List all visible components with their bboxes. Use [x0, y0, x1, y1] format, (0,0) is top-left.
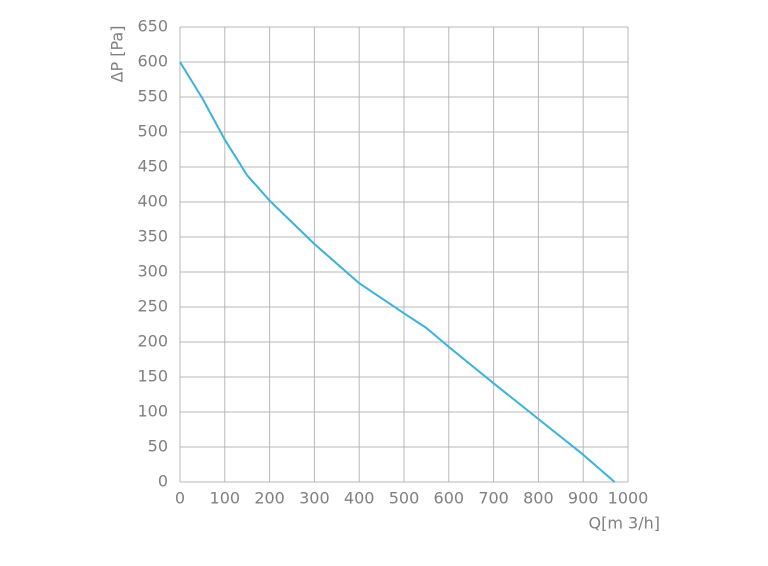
y-tick-label: 600: [137, 52, 168, 71]
x-tick-label: 600: [434, 489, 465, 508]
y-tick-label: 450: [137, 157, 168, 176]
y-tick-label: 400: [137, 192, 168, 211]
x-tick-label: 1000: [608, 489, 649, 508]
y-tick-label: 500: [137, 122, 168, 141]
y-tick-label: 100: [137, 402, 168, 421]
y-tick-label: 650: [137, 17, 168, 36]
y-tick-label: 150: [137, 367, 168, 386]
x-axis-label: Q[m 3/h]: [589, 514, 660, 533]
x-tick-label: 700: [478, 489, 509, 508]
y-tick-label: 300: [137, 262, 168, 281]
data-line: [179, 61, 616, 483]
y-tick-label: 550: [137, 87, 168, 106]
x-tick-label: 0: [175, 489, 185, 508]
x-tick-label: 200: [254, 489, 285, 508]
y-tick-label: 250: [137, 297, 168, 316]
y-tick-label: 200: [137, 332, 168, 351]
y-tick-label: 50: [148, 437, 168, 456]
y-tick-label: 350: [137, 227, 168, 246]
y-tick-label: 0: [158, 472, 168, 491]
x-tick-label: 800: [523, 489, 554, 508]
x-tick-label: 500: [389, 489, 420, 508]
x-tick-label: 900: [568, 489, 599, 508]
x-tick-label: 300: [299, 489, 330, 508]
y-axis-label: ΔP [Pa]: [108, 26, 127, 83]
x-tick-label: 100: [210, 489, 241, 508]
x-tick-label: 400: [344, 489, 375, 508]
